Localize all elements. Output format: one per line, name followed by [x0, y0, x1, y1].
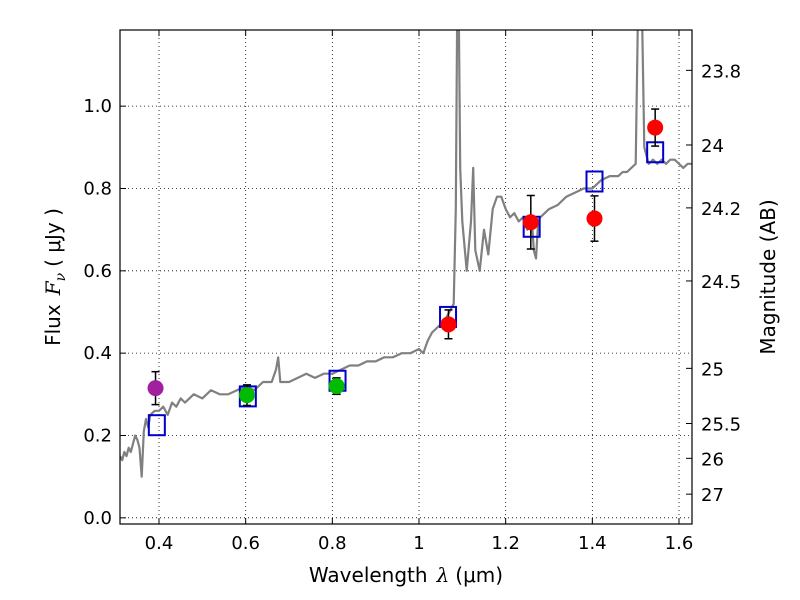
y-axis-label-unit: ( μJy ): [41, 208, 65, 267]
data-layer: [120, 30, 692, 478]
y-axis-label-text: Flux: [41, 304, 65, 346]
x-axis-label-text: Wavelength: [309, 563, 428, 587]
magnitude-tick-label: 24.5: [701, 272, 741, 293]
model-box-marker: [585, 170, 604, 193]
y-tick-label: 0.2: [83, 425, 112, 446]
magnitude-tick-label: 24: [701, 136, 724, 157]
observed-point-green: [328, 378, 345, 395]
tick-layer: 0.4 0.6 0.8 1 1.2 1.4 1.6 0.0 0.2 0.4 0.6 0.8 1.0 23.…: [83, 30, 741, 554]
magnitude-tick-label: 26: [701, 449, 724, 470]
observed-point-purple: [147, 380, 164, 397]
observed-point-red: [586, 210, 603, 227]
observed-point-red: [522, 214, 539, 231]
observed-point-green: [238, 387, 255, 404]
x-tick-label: 1.4: [578, 533, 607, 554]
x-tick-label: 0.8: [318, 533, 347, 554]
x-tick-label: 1.2: [491, 533, 520, 554]
x-tick-label: 0.4: [145, 533, 174, 554]
magnitude-tick-label: 25: [701, 359, 724, 380]
x-tick-label: 1: [413, 533, 424, 554]
observed-point-red: [440, 316, 457, 333]
magnitude-tick-label: 23.8: [701, 61, 741, 82]
spectrum-line: [120, 30, 692, 478]
y-axis-label-subscript: ν: [53, 272, 69, 281]
plot-frame: [119, 29, 693, 525]
grid-lines: [120, 30, 692, 524]
x-axis-label-unit: (μm): [455, 563, 503, 587]
y-tick-label: 0.0: [83, 508, 112, 529]
x-tick-label: 0.6: [231, 533, 260, 554]
y-tick-label: 0.6: [83, 261, 112, 282]
model-box-marker: [147, 414, 166, 437]
y-tick-label: 1.0: [83, 96, 112, 117]
y-axis-label-symbol: F: [41, 280, 65, 296]
x-axis-label: Wavelength λ (μm): [309, 563, 503, 587]
magnitude-tick-label: 27: [701, 485, 724, 506]
marker-layer: [147, 108, 665, 437]
magnitude-tick-label: 25.5: [701, 415, 741, 436]
magnitude-tick-label: 24.2: [701, 199, 741, 220]
x-axis-label-symbol: λ: [436, 563, 450, 587]
x-tick-label: 1.6: [665, 533, 694, 554]
y-tick-label: 0.8: [83, 178, 112, 199]
y-axis-right-label: Magnitude (AB): [756, 199, 780, 354]
y-axis-label: Flux Fν ( μJy ): [41, 208, 69, 346]
observed-point-red: [647, 119, 664, 136]
y-tick-label: 0.4: [83, 343, 112, 364]
